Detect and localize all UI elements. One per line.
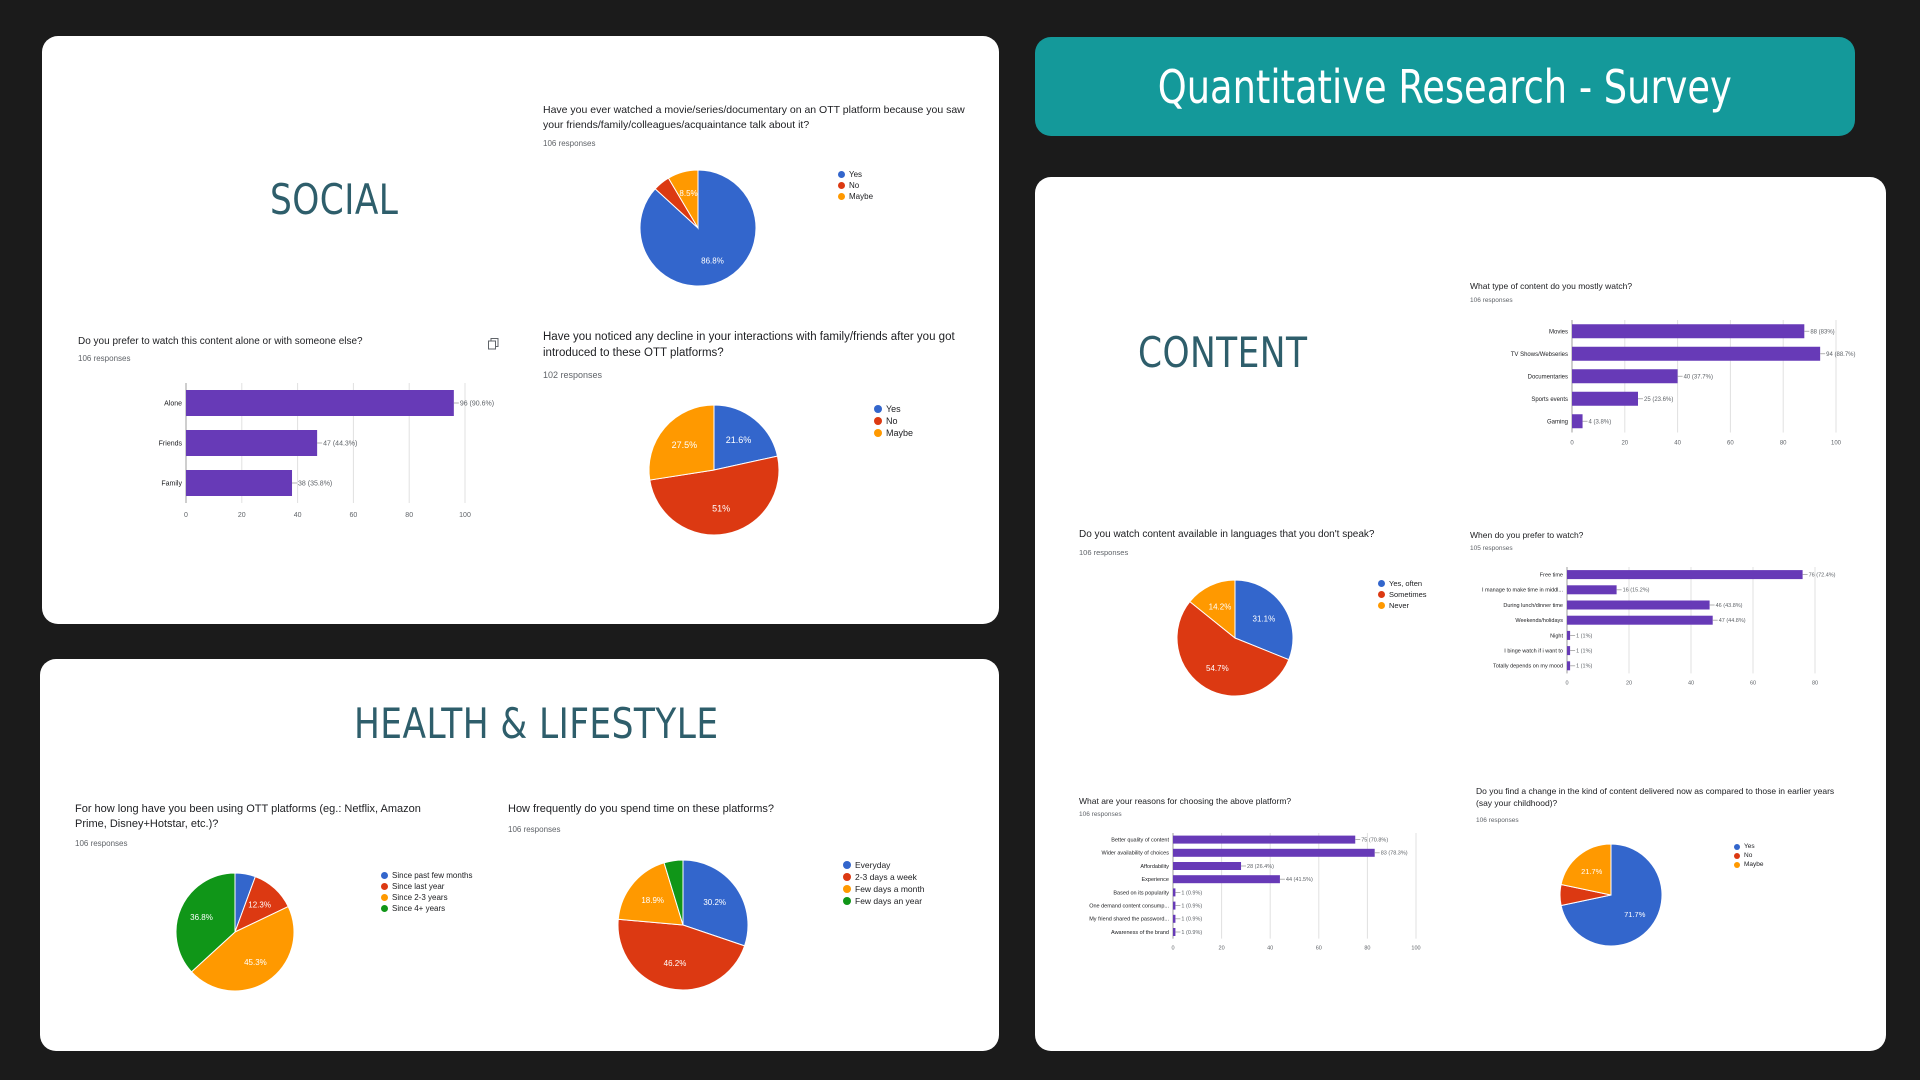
legend-swatch — [1378, 591, 1385, 598]
legend-item: Since 2-3 years — [381, 893, 472, 902]
question-q4: For how long have you been using OTT pla… — [75, 803, 421, 831]
legend-item: Few days an year — [843, 896, 924, 906]
legend-item: Maybe — [838, 192, 873, 201]
section-title-health: HEALTH & LIFESTYLE — [354, 699, 719, 748]
legend-swatch — [838, 193, 845, 200]
question-q9: What are your reasons for choosing the a… — [1079, 796, 1292, 806]
question-q6: What type of content do you mostly watch… — [1470, 281, 1633, 291]
legend-q1: Yes No Maybe — [838, 170, 873, 203]
legend-item: Since 4+ years — [381, 904, 472, 913]
legend-swatch — [843, 861, 851, 869]
legend-label: Yes, often — [1389, 579, 1423, 588]
legend-item: Since last year — [381, 882, 472, 891]
legend-q5: Everyday 2-3 days a week Few days a month F… — [843, 860, 924, 908]
legend-label: Since last year — [392, 882, 445, 891]
legend-item: No — [838, 181, 873, 190]
legend-swatch — [874, 417, 882, 425]
legend-swatch — [1734, 861, 1740, 868]
legend-label: Maybe — [1744, 861, 1764, 868]
question-q8: When do you prefer to watch? — [1470, 530, 1584, 540]
question-q7: Do you watch content available in langua… — [1079, 529, 1375, 540]
legend-swatch — [838, 182, 845, 189]
legend-label: Never — [1389, 601, 1410, 610]
legend-label: Sometimes — [1389, 590, 1427, 599]
legend-swatch — [1378, 580, 1385, 587]
social-card — [42, 36, 999, 624]
legend-item: Maybe — [874, 428, 913, 438]
responses-q5: 106 responses — [508, 825, 561, 834]
legend-q7: Yes, often Sometimes Never — [1378, 579, 1427, 612]
question-q1: Have you ever watched a movie/series/doc… — [543, 104, 965, 131]
legend-item: Yes — [838, 170, 873, 179]
legend-item: Everyday — [843, 860, 924, 870]
legend-label: 2-3 days a week — [855, 872, 917, 882]
legend-label: Everyday — [855, 860, 891, 870]
legend-swatch — [1378, 602, 1385, 609]
legend-q10: Yes No Maybe — [1734, 843, 1764, 870]
section-title-content: CONTENT — [1138, 328, 1308, 377]
legend-label: No — [1744, 852, 1753, 859]
legend-q3: Yes No Maybe — [874, 404, 913, 440]
legend-label: Maybe — [886, 428, 914, 438]
legend-swatch — [843, 897, 851, 905]
responses-q9: 106 responses — [1079, 811, 1122, 818]
legend-swatch — [1734, 843, 1740, 850]
legend-swatch — [381, 905, 388, 912]
legend-item: Since past few months — [381, 871, 472, 880]
banner-title: Quantitative Research - Survey — [1035, 37, 1855, 136]
responses-q10: 106 responses — [1476, 817, 1519, 824]
legend-label: Yes — [849, 170, 863, 179]
responses-q6: 106 responses — [1470, 297, 1513, 304]
legend-label: Yes — [1744, 843, 1755, 850]
legend-item: No — [1734, 852, 1764, 859]
legend-swatch — [838, 171, 845, 178]
legend-swatch — [381, 883, 388, 890]
legend-swatch — [874, 429, 882, 437]
legend-label: Since 2-3 years — [392, 893, 448, 902]
section-title-social: SOCIAL — [270, 175, 399, 224]
legend-swatch — [1734, 852, 1740, 859]
legend-label: Yes — [886, 404, 901, 414]
legend-swatch — [381, 872, 388, 879]
responses-q1: 106 responses — [543, 139, 596, 148]
responses-q2: 106 responses — [78, 354, 131, 363]
legend-item: 2-3 days a week — [843, 872, 924, 882]
legend-swatch — [381, 894, 388, 901]
legend-item: Yes, often — [1378, 579, 1427, 588]
responses-q3: 102 responses — [543, 370, 603, 380]
responses-q7: 106 responses — [1079, 548, 1129, 557]
legend-label: Few days an year — [855, 896, 923, 906]
legend-item: Few days a month — [843, 884, 924, 894]
legend-item: Sometimes — [1378, 590, 1427, 599]
legend-swatch — [843, 885, 851, 893]
responses-q4: 106 responses — [75, 839, 128, 848]
legend-label: Since 4+ years — [392, 904, 446, 913]
legend-label: Maybe — [849, 192, 874, 201]
copy-icon[interactable] — [488, 337, 499, 350]
legend-q4: Since past few months Since last year Sinc… — [381, 871, 472, 915]
legend-label: Since past few months — [392, 871, 473, 880]
question-q5: How frequently do you spend time on thes… — [508, 803, 774, 815]
content-card — [1035, 177, 1886, 1051]
legend-label: Few days a month — [855, 884, 925, 894]
legend-label: No — [849, 181, 860, 190]
legend-swatch — [874, 405, 882, 413]
question-q3: Have you noticed any decline in your int… — [543, 331, 955, 360]
legend-item: No — [874, 416, 913, 426]
legend-item: Maybe — [1734, 861, 1764, 868]
legend-item: Yes — [1734, 843, 1764, 850]
question-q10: Do you find a change in the kind of cont… — [1476, 786, 1835, 808]
legend-item: Yes — [874, 404, 913, 414]
legend-swatch — [843, 873, 851, 881]
question-q2: Do you prefer to watch this content alon… — [78, 336, 363, 347]
legend-item: Never — [1378, 601, 1427, 610]
legend-label: No — [886, 416, 898, 426]
responses-q8: 105 responses — [1470, 545, 1513, 552]
